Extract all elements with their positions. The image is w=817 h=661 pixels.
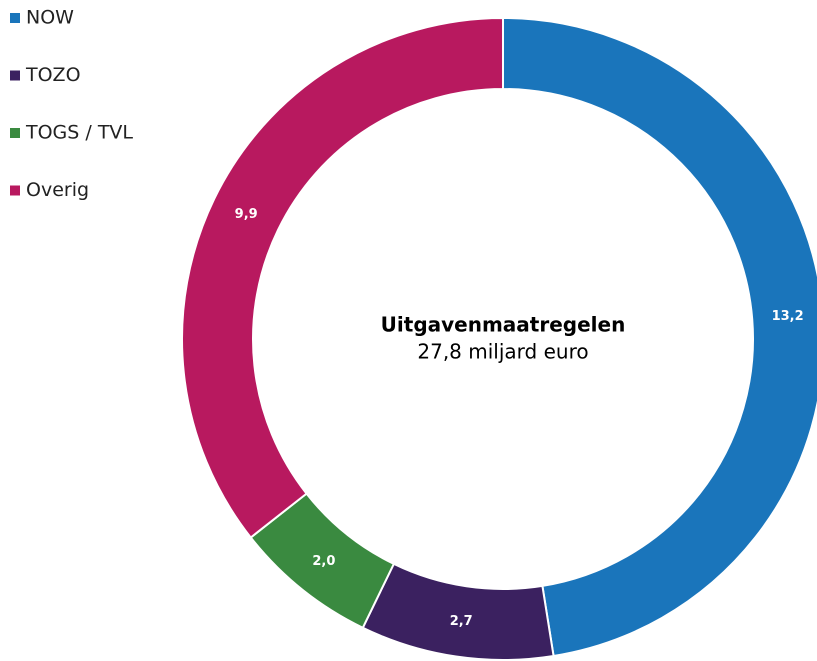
legend-swatch	[10, 185, 20, 196]
donut-segment	[361, 562, 555, 661]
center-title: Uitgavenmaatregelen	[381, 313, 626, 337]
legend-swatch	[10, 13, 20, 23]
legend-label: Overig	[26, 179, 89, 201]
legend-swatch	[10, 70, 20, 81]
data-label: 2,0	[312, 554, 335, 569]
center-subtitle: 27,8 miljard euro	[417, 340, 588, 364]
data-label: 9,9	[235, 207, 258, 222]
legend-label: TOZO	[25, 64, 81, 86]
legend-swatch	[10, 128, 20, 138]
legend-label: TOGS / TVL	[25, 122, 133, 144]
donut-segment	[502, 16, 817, 658]
data-label: 2,7	[450, 614, 473, 629]
data-label: 13,2	[772, 309, 804, 324]
donut-segment	[181, 16, 504, 539]
legend-label: NOW	[26, 7, 74, 29]
